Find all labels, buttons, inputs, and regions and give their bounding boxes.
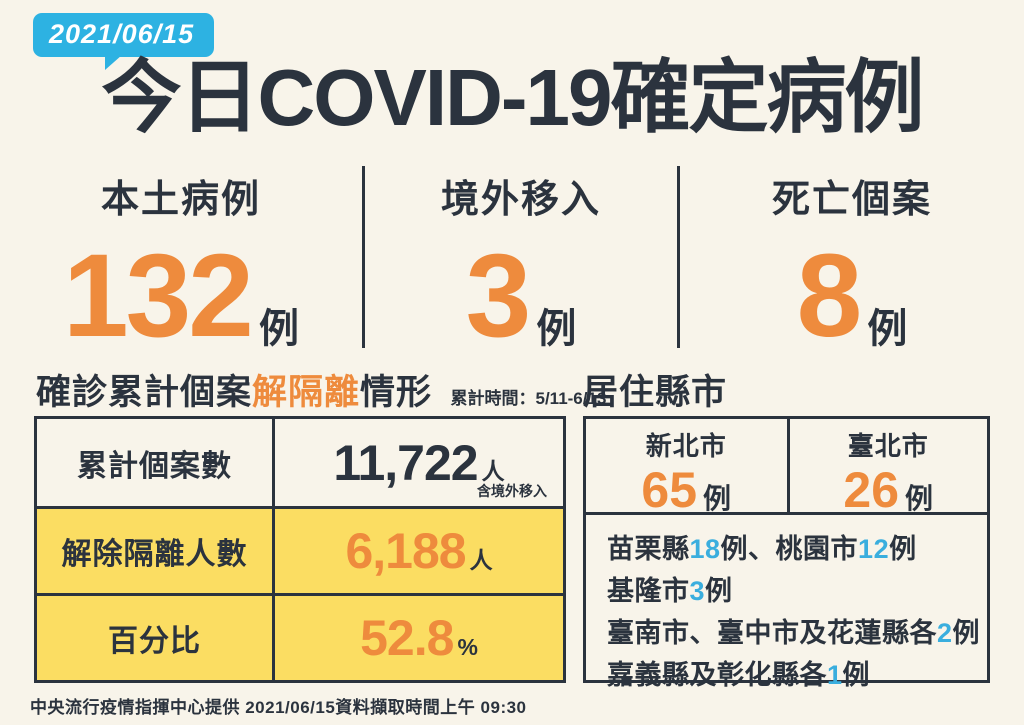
title-part-highlight: 解隔離 xyxy=(252,373,361,412)
stat-unit: 例 xyxy=(867,307,908,351)
city-count: 26 xyxy=(843,462,900,518)
residence-text: 苗栗縣 xyxy=(607,534,690,564)
date-badge-text: 2021/06/15 xyxy=(49,19,195,49)
residence-line: 嘉義縣及彰化縣各1例 xyxy=(607,655,977,697)
residence-text: 基隆市 xyxy=(607,575,690,606)
residence-text: 例 xyxy=(952,617,981,648)
stat-unit: 例 xyxy=(258,307,299,351)
isolation-section-title: 確診累計個案解隔離情形 xyxy=(36,373,432,412)
residence-section-title: 居住縣市 xyxy=(583,373,728,412)
speech-bubble-tail xyxy=(105,55,122,70)
residence-text: 例 xyxy=(842,659,871,690)
row-label: 累計個案數 xyxy=(37,419,275,506)
city-name: 新北市 xyxy=(645,431,727,461)
city-name: 臺北市 xyxy=(847,431,929,461)
isolation-table: 累計個案數 11,722 人 含境外移入 解除隔離人數 6,188 人 百分比 … xyxy=(34,416,566,683)
page-title: 今日COVID-19確定病例 xyxy=(101,53,925,142)
stat-value: 8 xyxy=(796,230,863,362)
row-note: 含境外移入 xyxy=(477,483,547,499)
stat-imported-cases: 境外移入 3 例 xyxy=(362,166,677,355)
case-count-highlight: 12 xyxy=(858,534,890,564)
city-unit: 例 xyxy=(703,483,732,514)
stat-label: 境外移入 xyxy=(440,179,601,221)
residence-table: 新北市 65 例 臺北市 26 例 苗栗縣18例、桃園市12例 基隆市3例 臺南市、… xyxy=(583,416,990,690)
residence-section-header: 居住縣市 xyxy=(583,364,727,415)
residence-top-cities: 新北市 65 例 臺北市 26 例 xyxy=(586,419,988,518)
case-count-highlight: 1 xyxy=(827,659,843,690)
row-value: 52.8 xyxy=(360,610,454,666)
city-cell-new-taipei: 新北市 65 例 xyxy=(586,419,787,515)
residence-text: 例 xyxy=(705,575,733,606)
city-unit: 例 xyxy=(905,483,934,514)
date-badge: 2021/06/15 xyxy=(33,13,215,70)
residence-line: 基隆市3例 xyxy=(607,571,977,613)
row-label: 百分比 xyxy=(37,596,275,680)
stat-local-cases: 本土病例 132 例 xyxy=(0,166,362,355)
title-part: 確診累計個案 xyxy=(36,373,253,412)
isolation-section-header: 確診累計個案解隔離情形 累計時間：5/11-6/13 xyxy=(36,364,606,415)
row-unit: 人 xyxy=(481,458,505,484)
stat-unit: 例 xyxy=(536,307,577,351)
row-unit: % xyxy=(457,633,478,660)
period-note: 累計時間：5/11-6/13 xyxy=(450,389,607,408)
residence-text: 臺南市、臺中市及花蓮縣各 xyxy=(607,617,937,648)
title-part: 情形 xyxy=(360,373,433,412)
residence-line: 臺南市、臺中市及花蓮縣各2例 xyxy=(607,613,980,655)
row-value-cell: 52.8 % xyxy=(275,596,563,680)
row-value-cell: 6,188 人 xyxy=(275,509,563,593)
residence-line: 苗栗縣18例、桃園市12例 xyxy=(607,529,977,571)
residence-text: 例 xyxy=(889,534,917,564)
stat-deaths: 死亡個案 8 例 xyxy=(677,166,1024,355)
table-row-cumulative-cases: 累計個案數 11,722 人 含境外移入 xyxy=(37,419,563,506)
row-value: 11,722 xyxy=(333,434,478,491)
row-label: 解除隔離人數 xyxy=(37,509,275,593)
stat-value: 3 xyxy=(465,230,532,362)
table-row-percentage: 百分比 52.8 % xyxy=(37,593,563,680)
row-value: 6,188 xyxy=(345,523,466,579)
stat-value: 132 xyxy=(63,230,254,362)
headline-stats-row: 本土病例 132 例 境外移入 3 例 死亡個案 8 例 xyxy=(0,166,1024,355)
source-footer: 中央流行疫情指揮中心提供 2021/06/15資料擷取時間上午 09:30 xyxy=(30,698,527,717)
stat-label: 本土病例 xyxy=(100,179,261,221)
stat-label: 死亡個案 xyxy=(771,179,932,221)
city-cell-taipei: 臺北市 26 例 xyxy=(786,419,988,518)
residence-text: 嘉義縣及彰化縣各 xyxy=(607,659,827,690)
case-count-highlight: 2 xyxy=(937,617,953,648)
city-count: 65 xyxy=(641,462,698,518)
other-cities-lines: 苗栗縣18例、桃園市12例 基隆市3例 臺南市、臺中市及花蓮縣各2例 嘉義縣及彰化縣各… xyxy=(586,512,987,696)
table-row-released-from-isolation: 解除隔離人數 6,188 人 xyxy=(37,506,563,593)
case-count-highlight: 3 xyxy=(689,575,706,606)
case-count-highlight: 18 xyxy=(689,534,721,564)
row-unit: 人 xyxy=(469,546,493,573)
row-value-cell: 11,722 人 含境外移入 xyxy=(275,419,563,506)
residence-text: 例、桃園市 xyxy=(720,534,859,564)
